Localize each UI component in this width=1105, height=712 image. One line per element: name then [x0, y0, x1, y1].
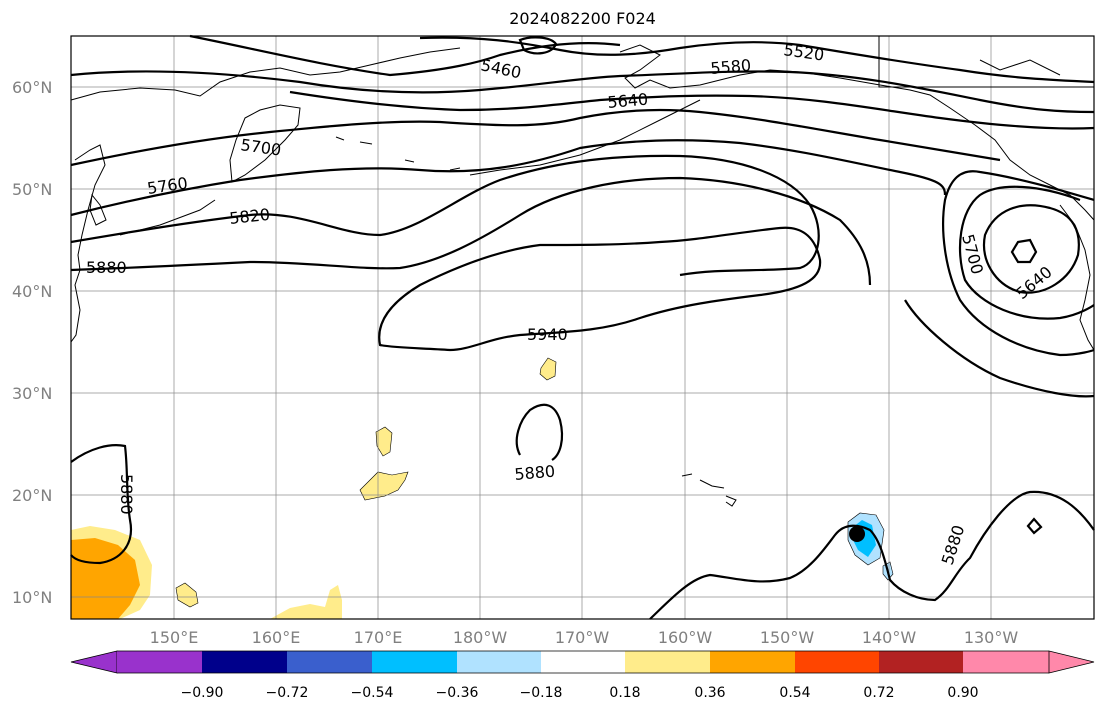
contour-label: 5820	[228, 205, 270, 228]
lon-label: 160°W	[658, 628, 713, 647]
colorbar-segment	[117, 651, 202, 673]
colorbar-tick-label: 0.54	[779, 685, 810, 701]
colorbar-tick-label: 0.90	[947, 685, 978, 701]
lon-label: 170°W	[555, 628, 610, 647]
colorbar-extend-low	[70, 650, 118, 674]
colorbar-segment	[625, 651, 710, 673]
colorbar-segment	[879, 651, 963, 673]
lat-label: 40°N	[12, 282, 52, 301]
map-panel: 5460 5520 5580 5640 5700 5760 5820 5880 …	[70, 34, 1095, 620]
contour-label: 5880	[117, 474, 136, 515]
colorbar-segment	[541, 651, 625, 673]
lon-label: 170°E	[354, 628, 403, 647]
map-title: 2024082200 F024	[509, 9, 656, 28]
lon-label: 130°W	[964, 628, 1019, 647]
lat-label: 10°N	[12, 588, 52, 607]
contour-label: 5580	[710, 56, 752, 78]
colorbar-segment	[795, 651, 879, 673]
lat-label: 20°N	[12, 486, 52, 505]
colorbar-tick-label: −0.90	[181, 685, 224, 701]
colorbar-segment	[963, 651, 1049, 673]
colorbar-tick-label: −0.36	[436, 685, 479, 701]
contour-labels: 5460 5520 5580 5640 5700 5760 5820 5880 …	[86, 40, 1056, 567]
height-contours	[70, 34, 1095, 620]
colorbar-segment	[457, 651, 541, 673]
lon-label: 160°E	[252, 628, 301, 647]
colorbar-tick-label: −0.18	[520, 685, 563, 701]
lon-label: 150°E	[150, 628, 199, 647]
colorbar-tick-label: 0.18	[609, 685, 640, 701]
contour-label: 5640	[607, 90, 649, 112]
colorbar: −0.90 −0.72 −0.54 −0.36 −0.18 0.18 0.36 …	[70, 650, 1095, 701]
contour-label: 5880	[86, 258, 127, 277]
lat-label: 60°N	[12, 78, 52, 97]
lon-label: 140°W	[862, 628, 917, 647]
graticule	[71, 36, 1094, 619]
colorbar-extend-high	[1048, 650, 1095, 674]
longitude-labels: 150°E 160°E 170°E 180°W 170°W 160°W 150°…	[150, 628, 1019, 647]
lon-label: 180°W	[453, 628, 508, 647]
colorbar-segment	[710, 651, 795, 673]
colorbar-segment	[202, 651, 287, 673]
contour-label: 5940	[527, 325, 568, 344]
map-frame	[70, 35, 1095, 620]
colorbar-segment	[287, 651, 372, 673]
latitude-labels: 60°N 50°N 40°N 30°N 20°N 10°N	[12, 78, 52, 607]
colorbar-tick-label: −0.72	[266, 685, 309, 701]
colorbar-tick-label: −0.54	[351, 685, 394, 701]
lon-label: 150°W	[760, 628, 815, 647]
coastlines	[70, 36, 1095, 507]
colorbar-tick-label: 0.72	[863, 685, 894, 701]
lat-label: 50°N	[12, 180, 52, 199]
colorbar-segment	[372, 651, 457, 673]
colorbar-tick-label: 0.36	[694, 685, 725, 701]
lat-label: 30°N	[12, 384, 52, 403]
contour-label: 5880	[514, 462, 556, 484]
